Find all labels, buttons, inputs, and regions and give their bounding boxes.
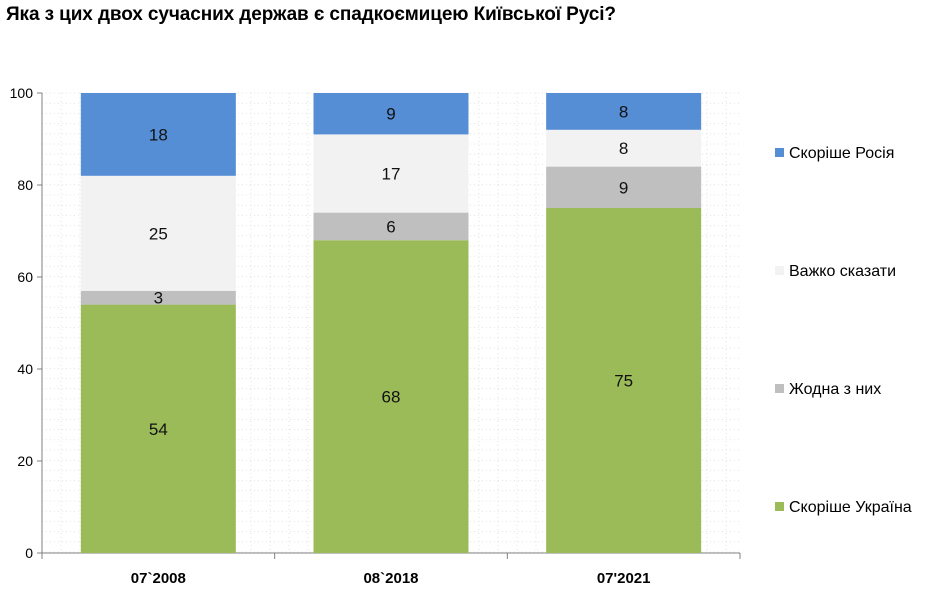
legend-entry: Скоріше Росія [789,145,894,162]
data-label: 17 [382,165,401,184]
bar-segment [313,93,469,135]
y-tick-label: 60 [17,269,33,285]
data-label: 9 [619,178,628,197]
data-label: 18 [149,125,168,144]
bar-segment [546,208,702,553]
bars [80,93,702,553]
x-tick-label: 08`2018 [363,570,418,587]
data-label: 9 [386,105,395,124]
y-tick-label: 40 [17,361,33,377]
bar-segment [546,93,702,130]
chart-title: Яка з цих двох сучасних держав є спадкоє… [6,4,616,25]
data-label: 54 [149,420,168,439]
bar-segment [80,93,236,176]
y-tick-label: 20 [17,453,33,469]
legend-swatch [775,266,784,275]
legend-entry: Жодна з них [789,381,881,398]
bar-segment [313,134,469,213]
data-label: 75 [614,372,633,391]
bar-segment [80,175,236,291]
data-label: 25 [149,224,168,243]
bar-segment [80,304,236,553]
y-tick-label: 0 [25,545,33,561]
data-label: 68 [382,388,401,407]
x-tick-label: 07`2008 [131,570,186,587]
legend-entry: Скоріше Україна [789,499,912,516]
legend-swatch [775,384,784,393]
bar-segment [80,290,236,305]
y-tick-label: 100 [10,85,34,101]
legend: Скоріше Росія Важко сказати Жодна з них Ско… [775,145,912,516]
value-labels: 54 3 25 18 68 6 17 9 75 9 8 8 [149,102,633,438]
legend-swatch [775,148,784,157]
bar-segment [313,212,469,241]
bar-segment [313,240,469,553]
data-label: 8 [619,139,628,158]
data-label: 8 [619,102,628,121]
x-tick-label: 07'2021 [597,570,651,587]
y-tick-label: 80 [17,177,33,193]
bar-segment [546,166,702,208]
legend-entry: Важко сказати [789,263,896,280]
bar-segment [546,129,702,167]
data-label: 6 [386,217,395,236]
data-label: 3 [154,289,163,308]
legend-swatch [775,502,784,511]
